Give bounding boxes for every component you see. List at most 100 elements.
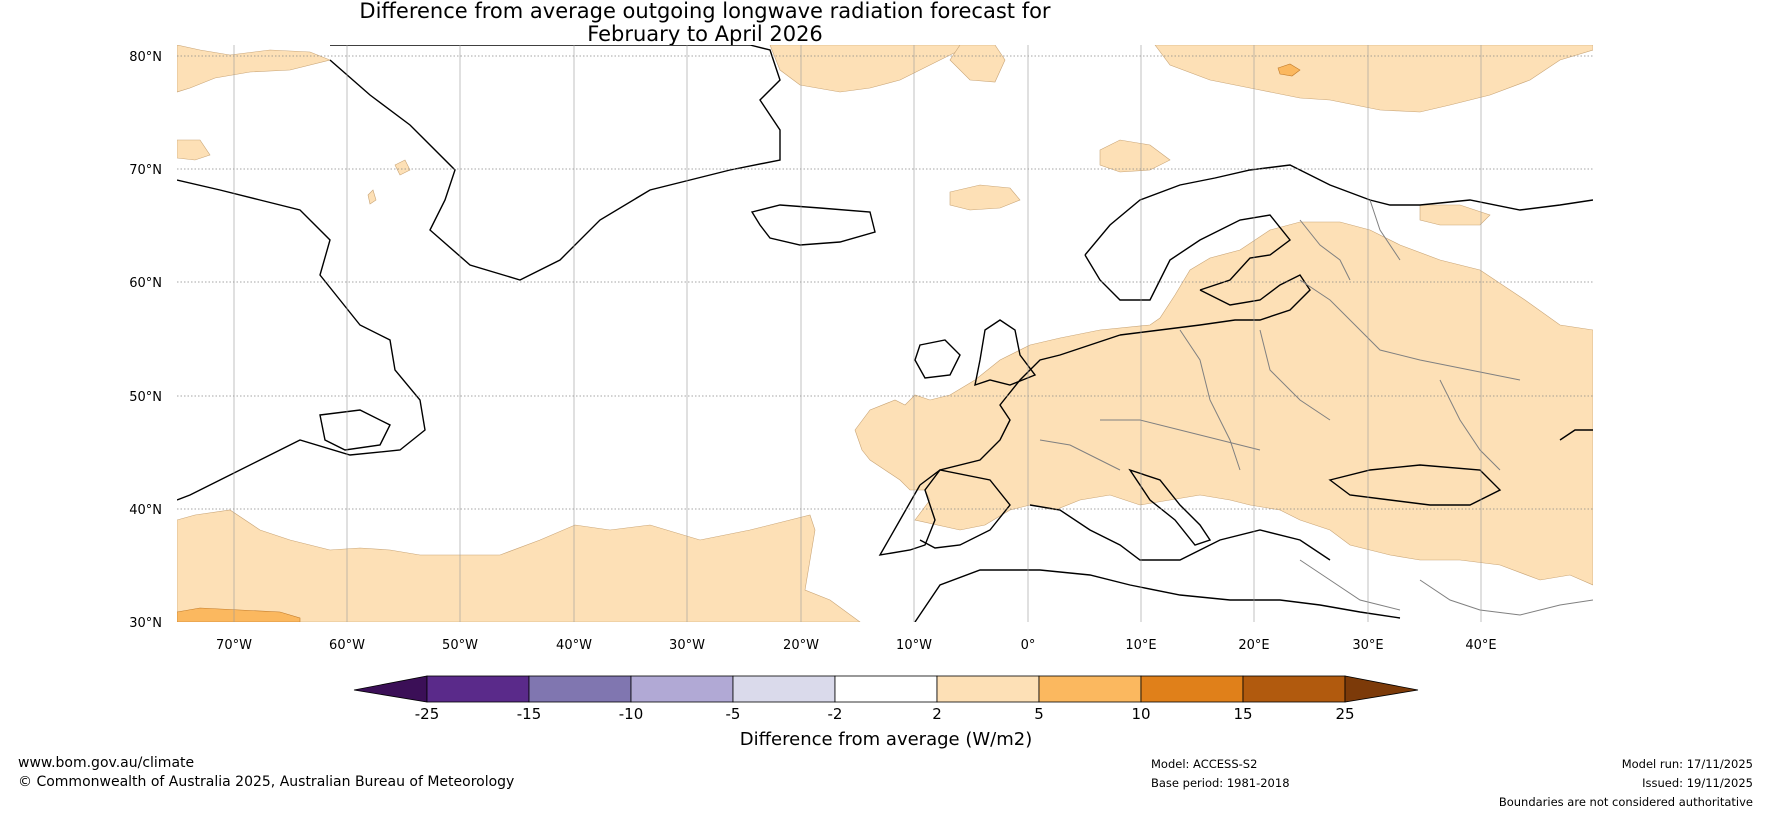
anomaly-region-atlantic [177, 509, 861, 622]
coast-ireland [914, 339, 961, 379]
coast-north-africa [914, 569, 1401, 622]
border-4 [1100, 419, 1261, 451]
border-6 [1299, 219, 1351, 281]
latitude-labels: 80°N 70°N 60°N 50°N 40°N 30°N [129, 50, 162, 631]
lat-label: 70°N [129, 163, 162, 178]
title-line-2: February to April 2026 [587, 22, 823, 46]
coast-italy [1128, 468, 1212, 546]
colorbar-tick-label: -2 [828, 705, 843, 723]
base-period-text: Base period: 1981-2018 [1151, 776, 1290, 790]
website-link[interactable]: www.bom.gov.au/climate [18, 755, 195, 771]
colorbar-ticks: -25 -15 -10 -5 -2 2 5 10 15 25 [415, 705, 1355, 723]
border-2 [1259, 329, 1331, 421]
colorbar-segment [1140, 675, 1244, 703]
colorbar-tick-label: 10 [1131, 705, 1150, 723]
coast-europe-west [878, 334, 1121, 556]
lon-label: 20°W [783, 638, 819, 653]
anomaly-region-canada-north [177, 45, 331, 93]
lon-label: 20°E [1238, 638, 1269, 653]
country-borders [1039, 199, 1593, 616]
graticule [177, 55, 1593, 510]
anomaly-5-to-10-regions [177, 63, 1301, 622]
anomaly-region-small-2 [367, 189, 377, 205]
coast-greenland [329, 45, 781, 281]
anomaly-region-svalbard [949, 45, 1006, 83]
longitude-labels: 70°W 60°W 50°W 40°W 30°W 20°W 10°W 0° 10… [216, 638, 1497, 653]
title-line-1: Difference from average outgoing longwav… [359, 0, 1051, 23]
anomaly-region-europe [854, 221, 1593, 586]
issued-text: Issued: 19/11/2025 [1642, 776, 1753, 790]
colorbar-segment [1242, 675, 1346, 703]
anomaly-region-strong-svalbard [1277, 63, 1301, 77]
lat-label: 80°N [129, 50, 162, 65]
coast-mediterranean [1029, 504, 1331, 561]
coast-labrador [177, 179, 426, 501]
colorbar-segment [630, 675, 734, 703]
colorbar-segment [732, 675, 836, 703]
colorbar [353, 675, 1419, 703]
colorbar-tick-label: 5 [1034, 705, 1044, 723]
model-run-text: Model run: 17/11/2025 [1621, 757, 1753, 771]
colorbar-segment [936, 675, 1040, 703]
lat-label: 30°N [129, 616, 162, 631]
lon-label: 30°E [1352, 638, 1383, 653]
lon-label: 40°E [1465, 638, 1496, 653]
anomaly-2-to-5-regions [177, 45, 1593, 622]
lon-label: 10°E [1125, 638, 1156, 653]
lon-label: 10°W [896, 638, 932, 653]
border-3 [1299, 279, 1521, 381]
coastlines [177, 45, 1593, 622]
border-1 [1179, 329, 1241, 471]
copyright-text: © Commonwealth of Australia 2025, Austra… [18, 774, 515, 790]
colorbar-extend-min [353, 675, 428, 703]
colorbar-tick-label: -5 [726, 705, 741, 723]
anomaly-region-arctic [1154, 45, 1593, 113]
border-8 [1439, 379, 1501, 471]
colorbar-segment [426, 675, 530, 703]
coast-caspian [1559, 429, 1593, 441]
map-title: Difference from average outgoing longwav… [0, 0, 1410, 46]
coast-black-sea [1328, 464, 1502, 506]
meridians [233, 45, 1482, 622]
coast-iceland [750, 204, 876, 246]
anomaly-region-norwegian-sea-1 [1099, 139, 1171, 173]
colorbar-segment [528, 675, 632, 703]
colorbar-tick-label: -15 [517, 705, 542, 723]
disclaimer-text: Boundaries are not considered authoritat… [1498, 795, 1753, 809]
colorbar-tick-label: -25 [415, 705, 440, 723]
colorbar-segment [1038, 675, 1142, 703]
anomaly-region-strong-southwest [177, 607, 301, 622]
coast-scandinavia [1084, 164, 1593, 256]
colorbar-tick-label: -10 [619, 705, 644, 723]
lat-label: 50°N [129, 390, 162, 405]
anomaly-region-small-1 [394, 159, 411, 176]
lat-label: 40°N [129, 503, 162, 518]
anomaly-region-norwegian-sea-2 [949, 184, 1021, 211]
border-10 [1419, 579, 1593, 616]
border-5 [1039, 439, 1121, 471]
coast-baltic [1119, 274, 1311, 336]
colorbar-extend-max [1344, 675, 1419, 703]
colorbar-tick-label: 2 [932, 705, 942, 723]
anomaly-region-kola [1419, 204, 1491, 226]
map-layers [177, 45, 1593, 622]
lon-label: 30°W [669, 638, 705, 653]
colorbar-tick-label: 25 [1335, 705, 1354, 723]
lon-label: 40°W [556, 638, 592, 653]
colorbar-tick-label: 15 [1233, 705, 1252, 723]
coast-iberia [919, 469, 1011, 549]
colorbar-segment [834, 675, 938, 703]
lon-label: 50°W [442, 638, 478, 653]
lon-label: 0° [1021, 638, 1036, 653]
lon-label: 70°W [216, 638, 252, 653]
lat-label: 60°N [129, 276, 162, 291]
border-7 [1369, 199, 1401, 261]
coast-norway-south [1084, 214, 1291, 301]
colorbar-label: Difference from average (W/m2) [740, 729, 1032, 750]
coast-newfoundland [319, 409, 391, 451]
coast-britain [974, 319, 1037, 387]
border-9 [1299, 559, 1401, 611]
anomaly-region-canada-west [177, 139, 211, 161]
